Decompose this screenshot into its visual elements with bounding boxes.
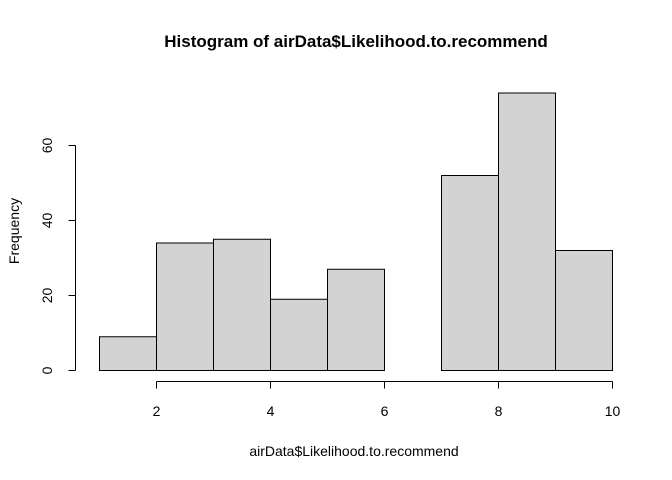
histogram-bar-1 [99,336,157,371]
histogram-bar-9 [555,250,613,371]
histogram-bar-4 [270,298,328,371]
x-tick-label-6: 6 [381,403,389,419]
histogram-bar-2 [156,242,214,371]
x-axis: 2 4 6 8 10 [153,381,621,419]
histogram-bar-3 [213,238,271,371]
y-axis-label: Frequency [6,198,22,264]
y-tick-label-40: 40 [39,213,55,229]
y-axis: 0 20 40 60 [39,138,76,374]
histogram-bar-8 [498,92,556,371]
y-tick-label-0: 0 [39,366,55,374]
histogram-bar-5 [327,268,385,371]
x-tick-label-4: 4 [267,403,275,419]
x-axis-label: airData$Likelihood.to.recommend [249,443,458,459]
x-tick-label-8: 8 [495,403,503,419]
x-tick-label-10: 10 [605,403,621,419]
bars-group [99,92,613,371]
x-tick-label-2: 2 [153,403,161,419]
y-tick-label-60: 60 [39,138,55,154]
chart-title: Histogram of airData$Likelihood.to.recom… [164,32,548,51]
histogram-bar-7 [441,175,499,371]
y-tick-label-20: 20 [39,288,55,304]
